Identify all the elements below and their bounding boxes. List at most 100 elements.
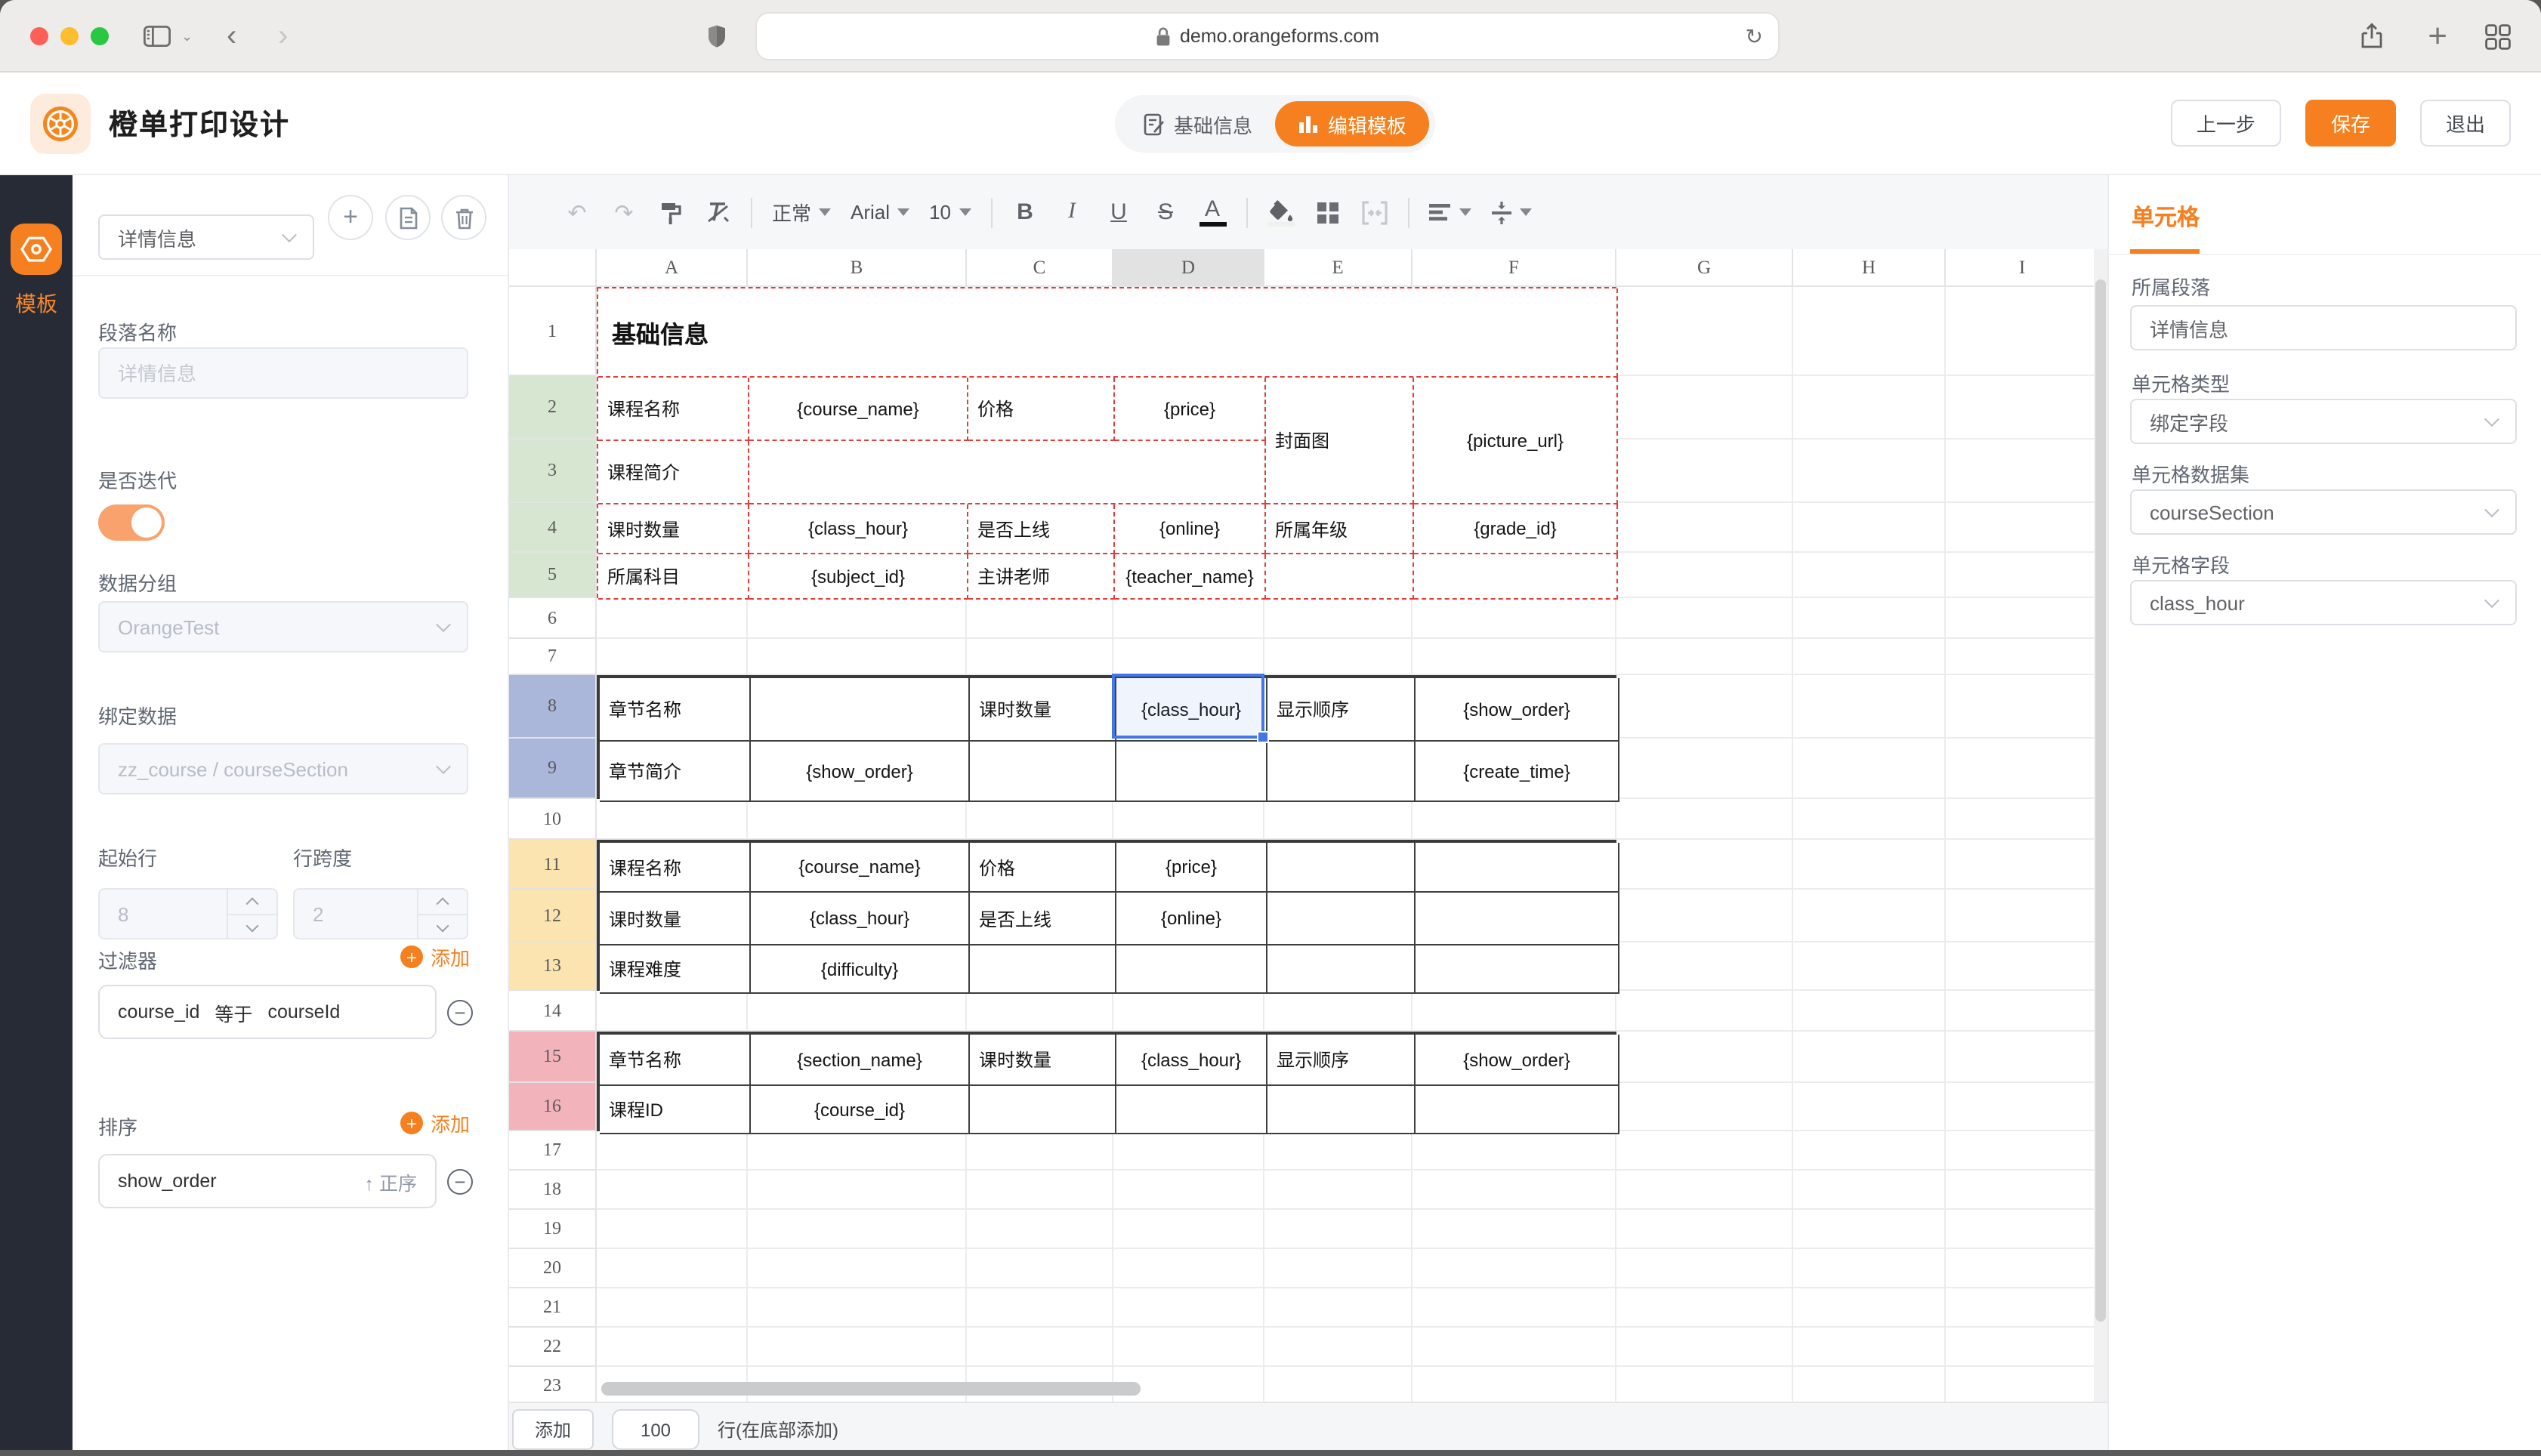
style-select[interactable]: 正常 <box>772 198 832 227</box>
sheet-cell[interactable] <box>1616 890 1793 942</box>
col-header-F[interactable]: F <box>1413 249 1616 287</box>
sheet-cell[interactable] <box>1793 553 1946 598</box>
cell-E12[interactable] <box>1267 893 1416 945</box>
row-header-20[interactable]: 20 <box>509 1249 597 1288</box>
delete-section-button[interactable] <box>441 195 486 240</box>
cell-B9[interactable]: {show_order} <box>751 742 970 802</box>
sheet-cell[interactable] <box>748 1249 967 1288</box>
cell-A2[interactable]: 课程名称 <box>598 378 749 441</box>
sheet-cell[interactable] <box>1616 991 1793 1032</box>
cell-A12[interactable]: 课时数量 <box>600 893 751 945</box>
sheet-cell[interactable] <box>748 1210 967 1249</box>
sheet-cell[interactable] <box>1113 1210 1264 1249</box>
row-header-14[interactable]: 14 <box>509 991 597 1032</box>
filter-item[interactable]: course_id 等于 courseId <box>98 985 437 1039</box>
sheet-cell[interactable] <box>1616 553 1793 598</box>
tab-basic-info[interactable]: 基础信息 <box>1121 101 1275 147</box>
stepper-arrows[interactable] <box>227 890 276 938</box>
sheet-cell[interactable] <box>1264 1328 1413 1367</box>
italic-button[interactable]: I <box>1068 199 1076 224</box>
cell-E5[interactable] <box>1266 554 1414 600</box>
sheet-cell[interactable] <box>1113 1171 1264 1210</box>
sheet-cell[interactable] <box>1413 1288 1616 1328</box>
strikethrough-button[interactable]: S <box>1157 199 1173 225</box>
text-color-button[interactable]: A <box>1199 198 1226 227</box>
font-size-select[interactable]: 10 <box>929 201 971 224</box>
sheet-cell[interactable] <box>597 799 748 840</box>
forward-button[interactable]: › <box>278 19 289 52</box>
cell-E15[interactable]: 显示顺序 <box>1267 1035 1416 1086</box>
sheet-cell[interactable] <box>1413 799 1616 840</box>
sheet-cell[interactable] <box>1413 1328 1616 1367</box>
cell-D2[interactable]: {price} <box>1115 378 1266 441</box>
sheet-cell[interactable] <box>1413 1131 1616 1171</box>
data-group-select[interactable]: OrangeTest <box>98 601 468 652</box>
sheet-cell[interactable] <box>1946 1131 2100 1171</box>
sheet-cell[interactable] <box>1616 1367 1793 1402</box>
sheet-cell[interactable] <box>1113 1328 1264 1367</box>
sheet-cell[interactable] <box>1264 1288 1413 1328</box>
cell-F5[interactable] <box>1414 554 1618 600</box>
format-painter-button[interactable] <box>657 200 684 224</box>
sheet-cell[interactable] <box>967 799 1113 840</box>
sheet-cell[interactable] <box>1413 1249 1616 1288</box>
row-header-2[interactable]: 2 <box>509 376 597 440</box>
sheet-cell[interactable] <box>748 799 967 840</box>
shield-icon[interactable] <box>707 0 727 72</box>
sheet-cell[interactable] <box>1616 799 1793 840</box>
sheet-cell[interactable] <box>1264 639 1413 675</box>
horizontal-align-select[interactable] <box>1428 202 1471 222</box>
sheet-cell[interactable] <box>967 1328 1113 1367</box>
new-tab-button[interactable]: + <box>2428 17 2447 54</box>
sheet-cell[interactable] <box>1793 1131 1946 1171</box>
sheet-cell[interactable] <box>1793 503 1946 553</box>
redo-button[interactable]: ↷ <box>614 200 634 226</box>
cell-B11[interactable]: {course_name} <box>751 843 970 893</box>
sheet-cell[interactable] <box>1793 799 1946 840</box>
sheet-cell[interactable] <box>1946 739 2100 799</box>
sheet-cell[interactable] <box>1616 1249 1793 1288</box>
cell-C13[interactable] <box>970 945 1116 994</box>
sheet-cell[interactable] <box>967 639 1113 675</box>
share-icon[interactable] <box>2360 0 2384 72</box>
sheet-cell[interactable] <box>1793 440 1946 503</box>
cell-C5[interactable]: 主讲老师 <box>968 554 1115 600</box>
sheet-cell[interactable] <box>1946 1249 2100 1288</box>
sheet-cell[interactable] <box>1616 1288 1793 1328</box>
sheet-cell[interactable] <box>1793 840 1946 890</box>
cell-E9[interactable] <box>1267 742 1416 802</box>
chevron-down-icon[interactable]: ⌄ <box>181 28 193 43</box>
col-header-E[interactable]: E <box>1264 249 1413 287</box>
cell-C2[interactable]: 价格 <box>968 378 1115 441</box>
close-window-button[interactable] <box>30 27 48 45</box>
sheet-cell[interactable] <box>1616 1032 1793 1083</box>
sheet-cell[interactable] <box>1793 598 1946 639</box>
sheet-cell[interactable] <box>1793 675 1946 739</box>
cell-A4[interactable]: 课时数量 <box>598 504 749 554</box>
sheet-cell[interactable] <box>597 1249 748 1288</box>
add-filter-button[interactable]: + 添加 <box>400 942 470 971</box>
vertical-scrollbar-track[interactable] <box>2094 249 2107 1402</box>
sheet-cell[interactable] <box>1616 1210 1793 1249</box>
sheet-cell[interactable] <box>1264 1131 1413 1171</box>
cell-C16[interactable] <box>970 1086 1116 1134</box>
sheet-cell[interactable] <box>1113 639 1264 675</box>
cell-B12[interactable]: {class_hour} <box>751 893 970 945</box>
paragraph-name-input[interactable] <box>98 347 468 399</box>
cell-E13[interactable] <box>1267 945 1416 994</box>
row-header-4[interactable]: 4 <box>509 503 597 553</box>
row-header-12[interactable]: 12 <box>509 890 597 942</box>
sheet-cell[interactable] <box>1793 639 1946 675</box>
sheet-cell[interactable] <box>1946 991 2100 1032</box>
cell-section-input[interactable]: 详情信息 <box>2130 305 2517 350</box>
cell-C8[interactable]: 课时数量 <box>970 678 1116 742</box>
tab-edit-template[interactable]: 编辑模板 <box>1275 101 1430 147</box>
row-header-15[interactable]: 15 <box>509 1032 597 1083</box>
col-header-A[interactable]: A <box>597 249 748 287</box>
sheet-cell[interactable] <box>1113 991 1264 1032</box>
cell-A3[interactable]: 课程简介 <box>598 441 749 504</box>
cell-D4[interactable]: {online} <box>1115 504 1266 554</box>
fill-color-button[interactable] <box>1267 199 1294 226</box>
row-header-7[interactable]: 7 <box>509 639 597 675</box>
cell-D13[interactable] <box>1116 945 1267 994</box>
